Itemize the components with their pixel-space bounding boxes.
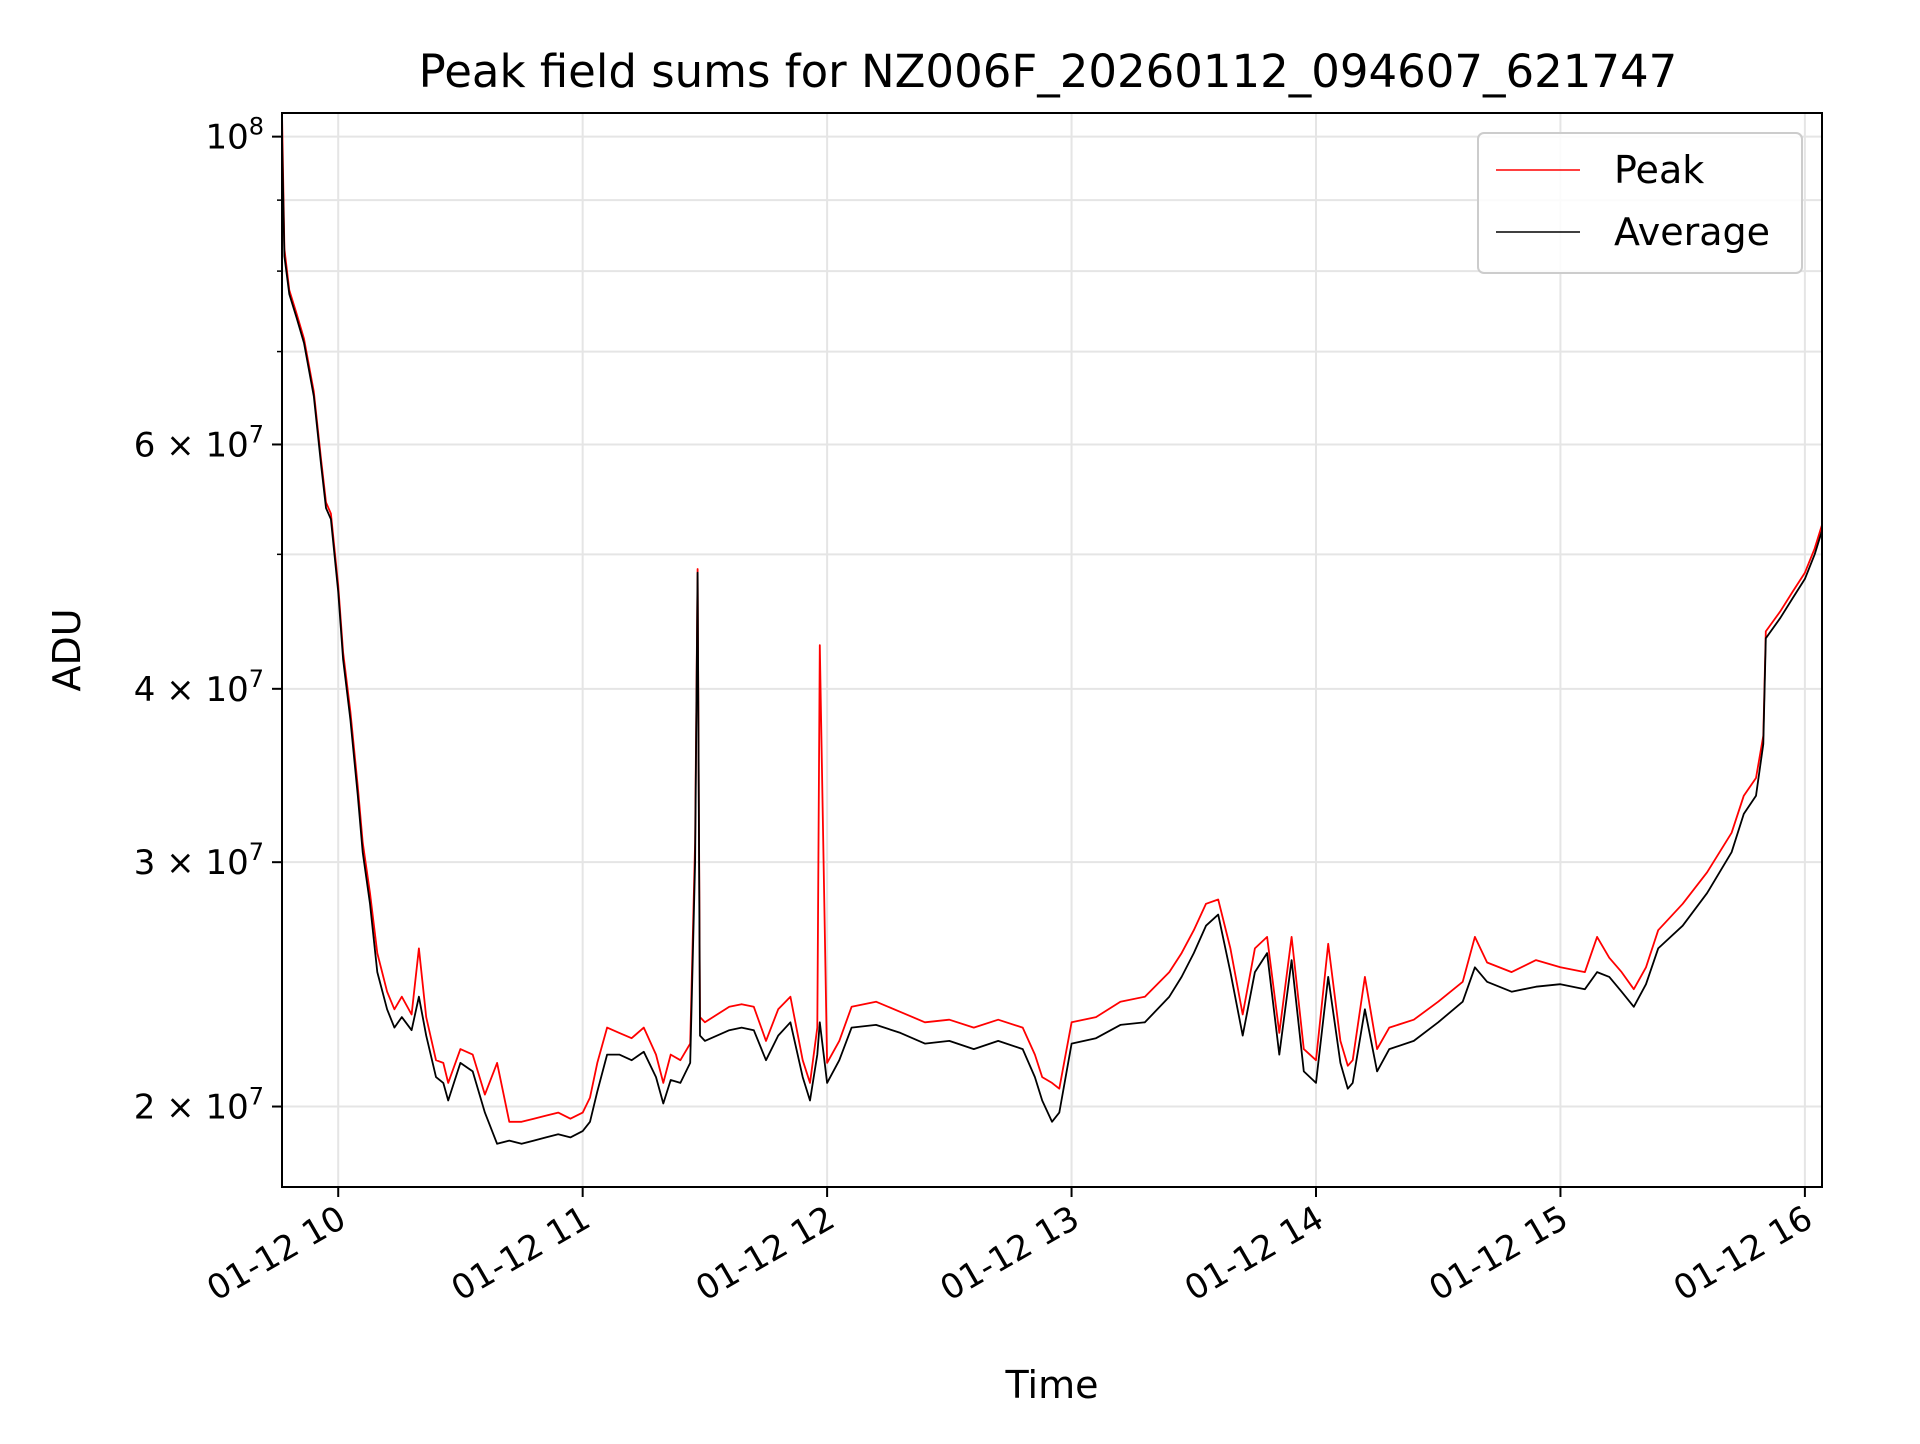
legend-label-peak: Peak (1614, 148, 1704, 192)
y-tick-label: 2 × 107 (134, 1083, 264, 1128)
x-axis-title: Time (1005, 1363, 1099, 1407)
y-tick-label: 6 × 107 (134, 420, 264, 465)
y-axis: 108 6 × 107 4 × 107 3 × 107 2 × 107 (134, 113, 282, 1128)
series-line-peak (282, 113, 1822, 1123)
legend: Peak Average (1477, 132, 1803, 274)
chart-title: Peak field sums for NZ006F_20260112_0946… (419, 45, 1678, 98)
plot-frame (281, 112, 1823, 1188)
grid-layer (282, 113, 1822, 1187)
y-tick-label: 4 × 107 (134, 665, 264, 710)
y-tick-label: 3 × 107 (134, 838, 264, 883)
y-axis-title: ADU (45, 608, 89, 691)
legend-label-average: Average (1614, 210, 1770, 254)
legend-box (1477, 132, 1803, 274)
series-layer (282, 113, 1822, 1145)
y-tick-label: 108 (205, 113, 264, 158)
series-line-average (282, 136, 1822, 1145)
